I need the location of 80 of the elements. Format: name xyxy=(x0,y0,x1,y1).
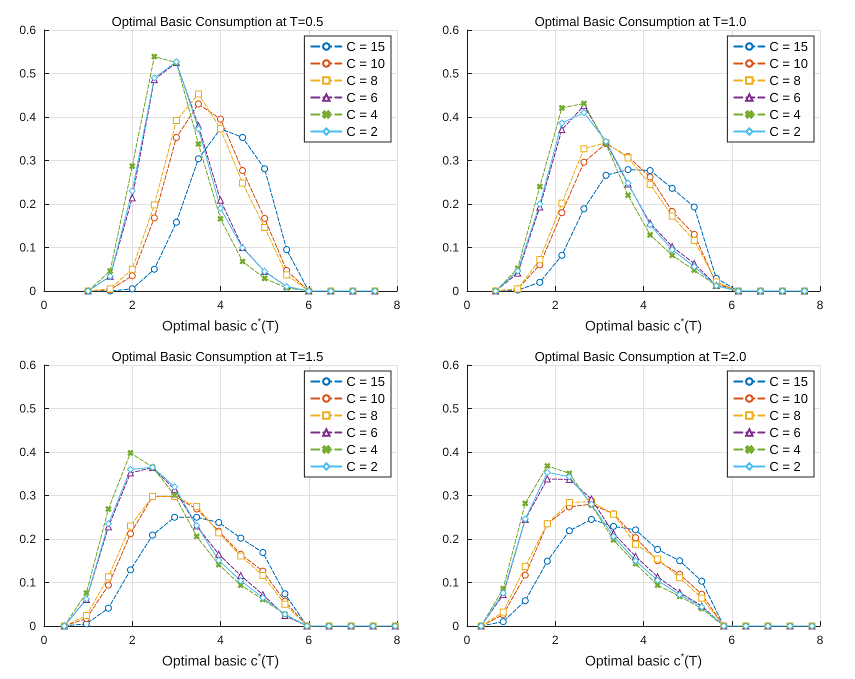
x-tick-label: 0 xyxy=(464,298,471,312)
y-tick-label: 0.6 xyxy=(19,358,36,372)
y-tick-label: 0 xyxy=(452,619,460,633)
x-tick-label: 2 xyxy=(128,633,136,647)
y-tick-label: 0.6 xyxy=(442,23,460,37)
x-tick-label: 6 xyxy=(305,633,312,647)
y-tick-label: 0.6 xyxy=(442,358,460,372)
legend-label: C = 2 xyxy=(346,124,378,139)
x-tick-label: 6 xyxy=(305,298,312,312)
chart-title: Optimal Basic Consumption at T=1.5 xyxy=(112,349,324,364)
y-tick-label: 0.4 xyxy=(442,110,460,124)
legend-label: C = 15 xyxy=(769,374,808,389)
legend-label: C = 4 xyxy=(769,442,801,457)
x-axis-title: Optimal basic c*(T) xyxy=(584,316,702,334)
x-tick-label: 2 xyxy=(552,633,559,647)
legend-label: C = 2 xyxy=(769,459,801,474)
x-tick-label: 8 xyxy=(394,633,401,647)
chart-title: Optimal Basic Consumption at T=1.0 xyxy=(534,14,746,29)
x-tick-label: 4 xyxy=(640,298,648,312)
x-tick-label: 0 xyxy=(40,633,48,647)
legend-label: C = 10 xyxy=(346,56,386,71)
chart-title: Optimal Basic Consumption at T=0.5 xyxy=(112,14,324,29)
legend-label: C = 15 xyxy=(346,374,386,389)
y-tick-label: 0.5 xyxy=(19,66,36,80)
y-tick-label: 0.1 xyxy=(19,576,36,590)
legend-label: C = 6 xyxy=(346,90,378,105)
x-tick-label: 8 xyxy=(394,298,401,312)
x-axis-title: Optimal basic c*(T) xyxy=(162,316,280,334)
legend-label: C = 4 xyxy=(346,107,378,122)
x-tick-label: 8 xyxy=(816,633,824,647)
x-tick-label: 6 xyxy=(728,633,736,647)
x-axis-title: Optimal basic c*(T) xyxy=(584,652,702,668)
x-axis-title: Optimal basic c*(T) xyxy=(162,652,280,668)
legend-label: C = 6 xyxy=(346,425,378,440)
y-tick-label: 0.4 xyxy=(19,110,36,124)
legend-label: C = 10 xyxy=(769,391,808,406)
legend-label: C = 8 xyxy=(346,408,378,423)
y-tick-label: 0.1 xyxy=(19,240,36,254)
y-tick-label: 0 xyxy=(452,284,460,298)
y-tick-label: 0.3 xyxy=(19,154,36,168)
y-tick-label: 0.1 xyxy=(442,576,460,590)
legend-label: C = 4 xyxy=(346,442,378,457)
y-tick-label: 0.1 xyxy=(442,240,460,254)
y-tick-label: 0.3 xyxy=(442,488,460,502)
x-tick-label: 2 xyxy=(552,298,559,312)
x-tick-label: 0 xyxy=(40,298,48,312)
y-tick-label: 0 xyxy=(29,284,36,298)
legend-label: C = 4 xyxy=(769,107,801,122)
y-tick-label: 0.4 xyxy=(442,445,460,459)
chart-title: Optimal Basic Consumption at T=2.0 xyxy=(534,349,746,364)
legend-label: C = 10 xyxy=(769,56,808,71)
y-tick-label: 0.6 xyxy=(19,23,36,37)
legend-label: C = 8 xyxy=(769,408,801,423)
y-tick-label: 0.3 xyxy=(442,154,460,168)
y-tick-label: 0.5 xyxy=(442,402,460,416)
x-tick-label: 6 xyxy=(728,298,736,312)
legend-label: C = 8 xyxy=(769,73,801,88)
legend-label: C = 15 xyxy=(346,39,386,54)
x-tick-label: 4 xyxy=(217,633,224,647)
y-tick-label: 0.2 xyxy=(19,532,36,546)
y-tick-label: 0.2 xyxy=(442,532,460,546)
x-tick-label: 4 xyxy=(640,633,648,647)
y-tick-label: 0.5 xyxy=(19,402,36,416)
y-tick-label: 0 xyxy=(29,619,36,633)
legend-label: C = 15 xyxy=(769,39,808,54)
y-tick-label: 0.2 xyxy=(19,197,36,211)
y-tick-label: 0.3 xyxy=(19,488,36,502)
x-tick-label: 2 xyxy=(128,298,136,312)
x-tick-label: 8 xyxy=(816,298,824,312)
legend-label: C = 6 xyxy=(769,90,801,105)
legend-label: C = 8 xyxy=(346,73,378,88)
x-tick-label: 0 xyxy=(464,633,471,647)
y-tick-label: 0.5 xyxy=(442,66,460,80)
legend-label: C = 2 xyxy=(346,459,378,474)
x-tick-label: 4 xyxy=(217,298,224,312)
legend-label: C = 10 xyxy=(346,391,386,406)
legend-label: C = 2 xyxy=(769,124,801,139)
y-tick-label: 0.4 xyxy=(19,445,36,459)
legend-label: C = 6 xyxy=(769,425,801,440)
y-tick-label: 0.2 xyxy=(442,197,460,211)
